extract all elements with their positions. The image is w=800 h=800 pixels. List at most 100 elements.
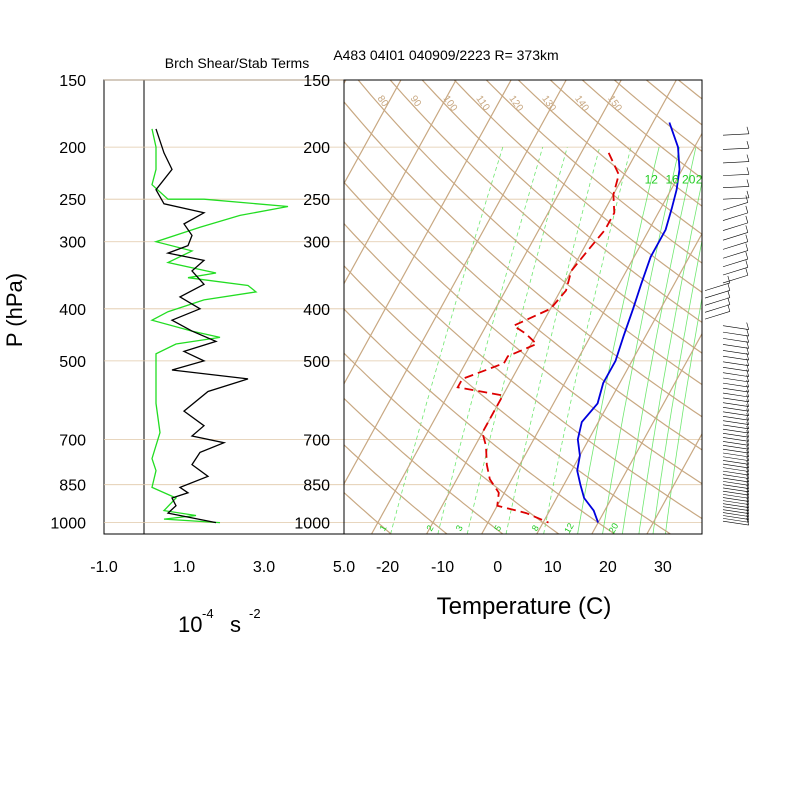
theta-label: 130	[539, 94, 558, 114]
wind-barb-staff	[722, 506, 749, 511]
sounding-series-lines	[456, 122, 681, 524]
wind-barb-feather	[745, 268, 749, 276]
wind-barb-staff	[722, 186, 749, 189]
wind-barb-feather	[746, 352, 749, 361]
wind-barb-staff	[722, 274, 748, 284]
mixing-ratio-line	[390, 146, 504, 534]
wind-barb-feather	[745, 195, 749, 203]
wind-barb-feather	[745, 215, 749, 223]
wind-barb-feather	[746, 404, 749, 412]
wind-barb-staff	[722, 411, 749, 417]
wind-barb-feather	[727, 290, 731, 298]
unit-exponent: -4	[202, 606, 214, 621]
wind-barb-staff	[722, 402, 749, 407]
wind-barb-staff	[722, 222, 748, 231]
wind-barb-feather	[746, 484, 749, 492]
wind-barb-feather	[746, 506, 749, 514]
dry-adiabat-line	[344, 140, 702, 451]
wind-barb-staff	[722, 397, 749, 403]
wind-barb-feather	[746, 358, 749, 366]
wind-barb-staff	[722, 424, 749, 430]
wind-barb-staff	[722, 470, 749, 476]
theta-label: 150	[605, 94, 624, 114]
theta-label: 120	[506, 94, 525, 114]
temperature-line	[576, 122, 681, 523]
theta-label: 110	[473, 94, 491, 114]
dry-adiabat-line	[344, 100, 702, 418]
wind-barb-feather	[746, 487, 749, 496]
isotherm-line	[344, 80, 402, 185]
wind-barb-feather	[746, 438, 749, 446]
dry-adiabat-line	[485, 80, 702, 264]
wind-barb-feather	[746, 430, 749, 438]
wind-barb-staff	[722, 232, 748, 241]
wind-barb-feather	[746, 442, 749, 450]
isotherm-line	[0, 80, 181, 534]
wind-barb-staff	[722, 518, 749, 523]
wind-barb-staff	[722, 494, 749, 499]
wind-barb-staff	[722, 133, 749, 136]
wind-barb-staff	[722, 481, 749, 486]
dry-adiabat-line	[357, 80, 702, 386]
temperature-tick-label: -20	[376, 559, 399, 576]
wind-barb-feather	[746, 384, 749, 393]
mixing-ratio-line	[652, 238, 702, 534]
y-axis-label: P (hPa)	[2, 273, 27, 347]
right-pressure-label: 500	[303, 354, 330, 371]
dry-adiabat-lines	[344, 80, 800, 534]
shear-stability-panel: 150 200 250 300 400 500 700 850 1000 -1.0 1.0 3.0 5…	[2, 55, 355, 637]
wind-barb-feather	[727, 304, 731, 312]
wind-barb-staff	[722, 503, 749, 508]
theta-label: 100	[441, 94, 460, 114]
left-x-tick-label: 5.0	[333, 559, 355, 576]
wind-barb-feather	[745, 251, 749, 260]
wind-barb-feather	[746, 425, 749, 434]
wind-barb-staff	[722, 331, 749, 337]
wind-barb-staff	[722, 367, 749, 372]
wind-barb-feather	[746, 141, 750, 149]
dry-adiabat-line	[421, 80, 702, 324]
wind-barb-staff	[722, 520, 749, 526]
wind-barb-staff	[722, 420, 749, 425]
left-pressure-label: 500	[59, 354, 86, 371]
wind-barb-feather	[746, 478, 749, 486]
mixing-ratio-top-label: 32	[718, 173, 732, 187]
wind-barb-staff	[722, 437, 749, 442]
wind-barb-feather	[746, 491, 749, 499]
wind-barb-staff	[722, 338, 749, 343]
right-pressure-label: 1000	[294, 516, 330, 533]
temperature-tick-labels: -20 -10 0 10 20 30	[376, 559, 672, 576]
wind-barb-feather	[727, 283, 731, 291]
wind-barb-feather	[746, 154, 750, 162]
left-pressure-label: 200	[59, 140, 86, 157]
mixing-ratio-bottom-label: 8	[530, 523, 541, 532]
isotherm-line	[701, 532, 702, 534]
wind-barb-feather	[745, 234, 749, 242]
dry-adiabat-line	[453, 80, 702, 294]
wind-barb-staff	[704, 304, 730, 313]
dry-adiabat-line	[743, 80, 800, 534]
wind-barb-staff	[722, 509, 749, 514]
right-panel-frame	[343, 79, 703, 535]
temperature-tick-label: -10	[431, 559, 454, 576]
isotherm-line	[481, 132, 702, 534]
wind-barb-staff	[722, 487, 749, 493]
isotherm-line	[646, 432, 702, 534]
left-pressure-label: 300	[59, 235, 86, 252]
x-axis-label: Temperature (C)	[437, 593, 612, 620]
isotherm-line	[344, 80, 457, 285]
wind-barb-staff	[722, 361, 749, 367]
wind-barb-feather	[746, 460, 749, 469]
wind-barb-staff	[722, 456, 749, 461]
left-isobar-lines	[104, 79, 344, 524]
wind-barb-staff	[722, 212, 748, 221]
wind-barb-feather	[746, 421, 749, 429]
left-x-tick-labels: -1.0 1.0 3.0 5.0	[90, 559, 355, 576]
wind-barb-feather	[745, 243, 749, 251]
left-series-lines	[150, 128, 289, 524]
wind-barb-staff	[722, 460, 749, 465]
shear-term-line	[150, 128, 289, 524]
wind-barb-feather	[745, 260, 749, 268]
wind-barb-staff	[704, 297, 730, 306]
